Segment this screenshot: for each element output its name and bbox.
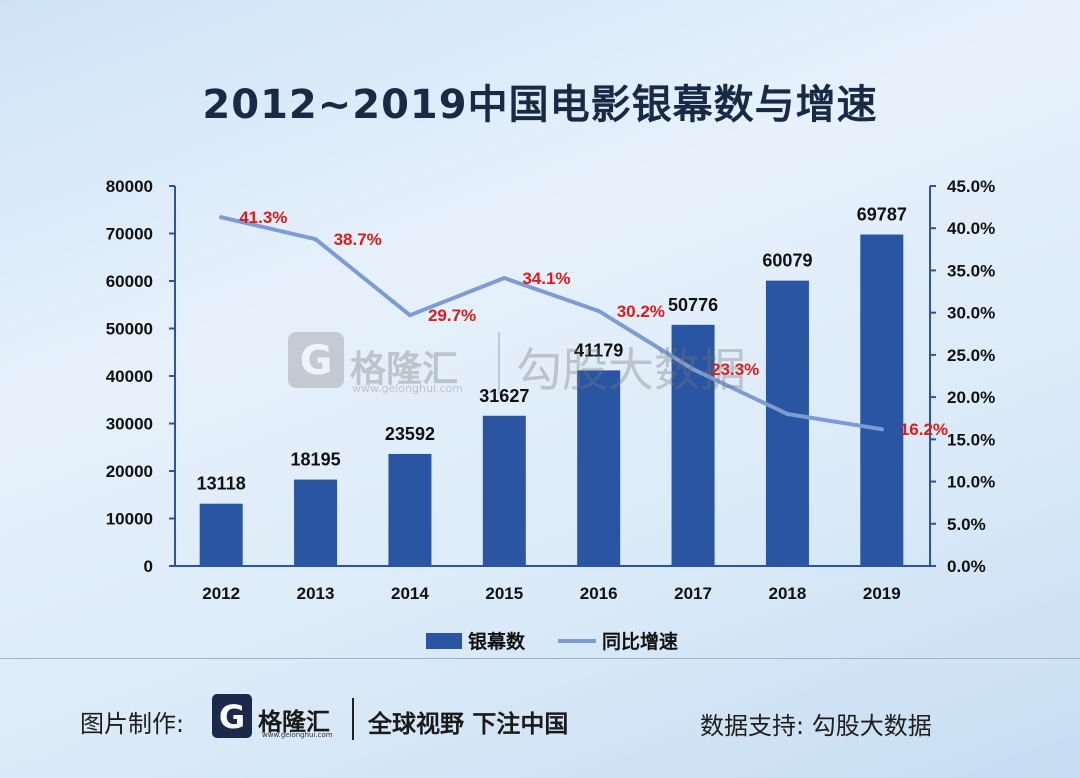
footer-slogan: 全球视野 下注中国 bbox=[368, 710, 569, 738]
brand-logo-icon: G bbox=[212, 694, 252, 742]
x-tick-label: 2015 bbox=[485, 584, 523, 603]
footer-url: www.gelonghui.com bbox=[262, 731, 333, 739]
growth-point bbox=[219, 215, 224, 220]
right-tick-label: 25.0% bbox=[947, 346, 995, 365]
bar bbox=[482, 415, 526, 566]
right-tick-label: 20.0% bbox=[947, 388, 995, 407]
left-tick-label: 40000 bbox=[106, 367, 153, 386]
left-tick-label: 10000 bbox=[106, 510, 153, 529]
growth-point bbox=[596, 308, 601, 313]
bar bbox=[199, 503, 243, 566]
footer-brand: 格隆汇 bbox=[258, 708, 330, 736]
growth-value-label: 23.3% bbox=[711, 360, 759, 379]
legend: 银幕数 同比增速 bbox=[426, 630, 678, 653]
x-tick-label: 2014 bbox=[391, 584, 429, 603]
bar-value-label: 50776 bbox=[668, 295, 718, 315]
growth-point bbox=[313, 237, 318, 242]
growth-value-label: 30.2% bbox=[617, 302, 665, 321]
left-tick-label: 80000 bbox=[106, 177, 153, 196]
x-axis: 2012 2013 2014 2015 2016 2017 2018 2019 bbox=[175, 565, 930, 603]
chart-title: 2012~2019中国电影银幕数与增速 bbox=[202, 82, 878, 128]
growth-value-label: 38.7% bbox=[334, 230, 382, 249]
footer-made-by: 图片制作: bbox=[80, 710, 185, 738]
bar-value-label: 18195 bbox=[291, 450, 341, 470]
bar bbox=[765, 280, 809, 566]
legend-bar-label: 银幕数 bbox=[468, 630, 526, 653]
growth-point bbox=[407, 313, 412, 318]
footer-divider bbox=[0, 658, 1080, 659]
left-tick-label: 70000 bbox=[106, 225, 153, 244]
growth-value-label: 34.1% bbox=[522, 269, 570, 288]
svg-text:G: G bbox=[219, 698, 245, 736]
legend-line-label: 同比增速 bbox=[602, 630, 678, 653]
growth-value-label: 29.7% bbox=[428, 306, 476, 325]
left-tick-label: 50000 bbox=[106, 320, 153, 339]
right-tick-label: 15.0% bbox=[947, 430, 995, 449]
x-tick-label: 2016 bbox=[580, 584, 618, 603]
x-tick-label: 2017 bbox=[674, 584, 712, 603]
chart: 0 10000 20000 30000 40000 50000 60000 70000 8000… bbox=[106, 177, 995, 653]
footer-separator bbox=[352, 698, 354, 740]
growth-point bbox=[785, 412, 790, 416]
bar bbox=[860, 234, 904, 566]
bar-value-label: 13118 bbox=[197, 474, 246, 494]
growth-point bbox=[691, 367, 696, 372]
growth-line bbox=[219, 215, 884, 432]
bar-value-label: 69787 bbox=[857, 205, 907, 225]
bar bbox=[388, 453, 432, 566]
right-tick-label: 5.0% bbox=[947, 515, 986, 534]
footer-data-support: 数据支持: 勾股大数据 bbox=[700, 712, 932, 740]
growth-value-label: 41.3% bbox=[239, 208, 287, 227]
left-tick-label: 30000 bbox=[106, 415, 153, 434]
bar bbox=[294, 479, 338, 566]
left-tick-label: 0 bbox=[144, 557, 153, 576]
right-tick-label: 0.0% bbox=[947, 557, 986, 576]
bar bbox=[577, 370, 621, 566]
legend-bar-swatch bbox=[426, 633, 462, 649]
x-tick-label: 2012 bbox=[202, 584, 240, 603]
left-tick-label: 60000 bbox=[106, 272, 153, 291]
growth-point bbox=[879, 427, 884, 432]
bar-value-label: 31627 bbox=[479, 386, 529, 406]
left-axis: 0 10000 20000 30000 40000 50000 60000 70000 8000… bbox=[106, 177, 176, 576]
right-tick-label: 45.0% bbox=[947, 177, 995, 196]
bar-value-label: 41179 bbox=[574, 340, 623, 360]
x-tick-label: 2018 bbox=[769, 584, 807, 603]
x-tick-label: 2019 bbox=[863, 584, 901, 603]
right-axis: 0.0% 5.0% 10.0% 15.0% 20.0% 25.0% 30.0% 35.0% 40… bbox=[929, 177, 995, 576]
growth-point bbox=[502, 276, 507, 281]
bar-value-label: 23592 bbox=[385, 424, 435, 444]
right-tick-label: 35.0% bbox=[947, 261, 995, 280]
right-tick-label: 10.0% bbox=[947, 473, 995, 492]
bar-value-label: 60079 bbox=[762, 251, 812, 271]
bar bbox=[671, 324, 715, 566]
right-tick-label: 30.0% bbox=[947, 304, 995, 323]
growth-value-label: 16.2% bbox=[900, 420, 948, 439]
x-tick-label: 2013 bbox=[297, 584, 335, 603]
right-tick-label: 40.0% bbox=[947, 219, 995, 238]
left-tick-label: 20000 bbox=[106, 462, 153, 481]
